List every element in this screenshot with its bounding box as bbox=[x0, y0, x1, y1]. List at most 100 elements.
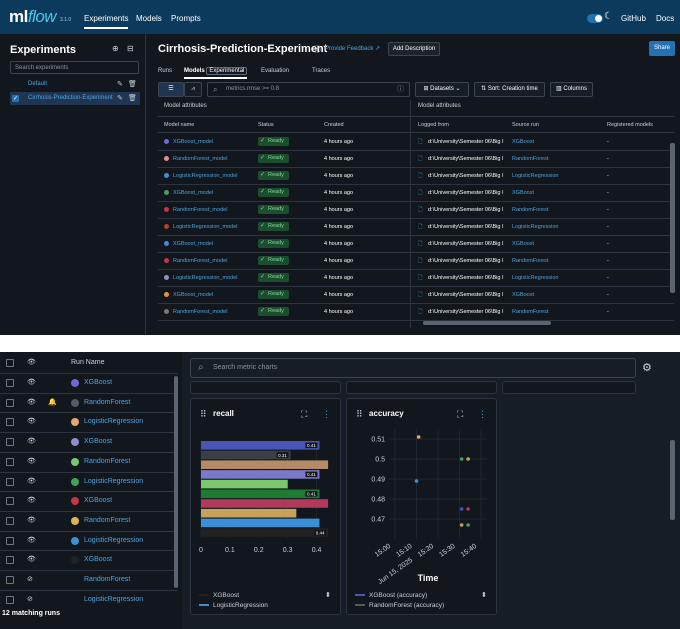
run-name-link[interactable]: XGBoost bbox=[84, 438, 113, 446]
trash-icon[interactable]: 🗑 bbox=[128, 95, 137, 102]
run-row[interactable]: 👁 LogisticRegression bbox=[0, 412, 178, 431]
accuracy-point[interactable] bbox=[466, 523, 470, 527]
source-run-link[interactable]: XGBoost bbox=[512, 190, 535, 196]
eye-icon[interactable]: 👁 bbox=[27, 359, 36, 366]
run-row[interactable]: 👁 LogisticRegression bbox=[0, 530, 178, 550]
model-name-link[interactable]: XGBoost_model bbox=[173, 190, 214, 196]
experiment-checkbox[interactable]: ✓ bbox=[12, 95, 19, 102]
col-status[interactable]: Status bbox=[258, 122, 274, 128]
run-checkbox[interactable] bbox=[6, 576, 14, 584]
select-all-checkbox[interactable] bbox=[6, 359, 14, 367]
run-name-link[interactable]: RandomForest bbox=[84, 457, 131, 465]
run-color-dot[interactable] bbox=[71, 516, 79, 525]
run-name-link[interactable]: LogisticRegression bbox=[84, 595, 144, 603]
more-options-icon[interactable]: ⋮ bbox=[322, 409, 331, 419]
source-run-link[interactable]: LogisticRegression bbox=[512, 275, 559, 281]
run-color-dot[interactable] bbox=[71, 477, 79, 486]
run-color-dot[interactable] bbox=[71, 457, 79, 466]
more-options-icon[interactable]: ⋮ bbox=[478, 409, 487, 419]
model-filter-input[interactable]: ⌕ metrics.rmse >= 0.8 ⓘ bbox=[207, 82, 410, 97]
eye-icon[interactable]: 👁 bbox=[27, 418, 36, 426]
list-view-button[interactable]: ☰ bbox=[158, 82, 184, 97]
legend-item[interactable]: LogisticRegression bbox=[199, 602, 268, 609]
model-name-link[interactable]: LogisticRegression_model bbox=[173, 224, 238, 230]
fullscreen-icon[interactable]: ⛶ bbox=[301, 409, 308, 419]
collapse-sidebar-icon[interactable]: ⊟ bbox=[127, 44, 134, 53]
tab-models[interactable]: Models Experimental bbox=[184, 67, 248, 79]
experiment-item-cirrhosis[interactable]: ✓ Cirrhosis-Prediction-Experiment ✎ 🗑 bbox=[10, 92, 140, 105]
run-name-header[interactable]: Run Name bbox=[71, 359, 105, 366]
run-checkbox[interactable] bbox=[6, 457, 14, 466]
eye-icon[interactable]: 👁 bbox=[27, 516, 36, 524]
nav-docs[interactable]: Docs bbox=[656, 14, 675, 23]
run-row[interactable]: 👁 XGBoost bbox=[0, 491, 178, 510]
nav-experiments[interactable]: Experiments bbox=[84, 14, 129, 29]
run-color-dot[interactable] bbox=[71, 497, 79, 506]
accuracy-point[interactable] bbox=[414, 479, 419, 483]
share-button[interactable]: Share bbox=[649, 41, 675, 56]
source-run-link[interactable]: XGBoost bbox=[512, 241, 535, 247]
run-color-dot[interactable] bbox=[71, 379, 79, 387]
run-name-link[interactable]: XGBoost bbox=[84, 556, 113, 564]
recall-bar[interactable] bbox=[201, 479, 288, 489]
eye-hidden-icon[interactable]: ⊘ bbox=[27, 576, 33, 583]
accuracy-point[interactable] bbox=[416, 435, 421, 439]
table-scrollbar[interactable] bbox=[670, 143, 675, 293]
drag-handle-icon[interactable]: ⠿ bbox=[356, 409, 363, 419]
accuracy-point[interactable] bbox=[466, 507, 470, 511]
recall-bar[interactable] bbox=[201, 489, 320, 499]
run-checkbox[interactable] bbox=[6, 536, 14, 545]
model-name-link[interactable]: LogisticRegression_model bbox=[173, 173, 238, 179]
pin-icon[interactable]: 🔔 bbox=[48, 398, 57, 406]
info-icon[interactable]: ⓘ bbox=[313, 45, 321, 54]
add-description-button[interactable]: Add Description bbox=[388, 42, 440, 56]
experiment-item-default[interactable]: Default bbox=[28, 81, 48, 87]
trash-icon[interactable]: 🗑 bbox=[128, 81, 137, 88]
eye-icon[interactable]: 👁 bbox=[27, 497, 36, 505]
source-run-link[interactable]: XGBoost bbox=[512, 139, 535, 145]
legend-item[interactable]: XGBoost (accuracy) bbox=[355, 592, 427, 599]
experiment-search-input[interactable]: Search experiments bbox=[10, 61, 139, 74]
eye-icon[interactable]: 👁 bbox=[27, 457, 36, 465]
col-logged-from[interactable]: Logged from bbox=[418, 122, 449, 128]
run-name-link[interactable]: LogisticRegression bbox=[84, 536, 144, 544]
model-name-link[interactable]: XGBoost_model bbox=[173, 292, 214, 298]
run-row[interactable]: 👁 RandomForest bbox=[0, 451, 178, 471]
model-name-link[interactable]: RandomForest_model bbox=[173, 156, 228, 162]
run-checkbox[interactable] bbox=[6, 516, 14, 525]
run-checkbox[interactable] bbox=[6, 398, 14, 407]
run-name-link[interactable]: LogisticRegression bbox=[84, 477, 144, 485]
run-color-dot[interactable] bbox=[71, 556, 79, 565]
run-row[interactable]: ⊘ LogisticRegression bbox=[0, 589, 178, 609]
run-name-link[interactable]: RandomForest bbox=[84, 398, 131, 406]
col-created[interactable]: Created bbox=[324, 122, 344, 128]
run-checkbox[interactable] bbox=[6, 438, 14, 447]
runs-scrollbar[interactable] bbox=[174, 376, 178, 588]
accuracy-point[interactable] bbox=[459, 457, 464, 461]
eye-hidden-icon[interactable]: ⊘ bbox=[27, 595, 33, 603]
run-name-link[interactable]: XGBoost bbox=[84, 379, 113, 386]
drag-handle-icon[interactable]: ⠿ bbox=[200, 409, 207, 419]
run-color-dot[interactable] bbox=[71, 398, 79, 407]
recall-bar[interactable] bbox=[201, 441, 320, 450]
recall-bar[interactable] bbox=[201, 508, 297, 518]
accuracy-point[interactable] bbox=[466, 457, 470, 461]
model-name-link[interactable]: XGBoost_model bbox=[173, 241, 214, 247]
nav-github[interactable]: GitHub bbox=[621, 14, 646, 23]
add-experiment-icon[interactable]: ⊕ bbox=[112, 44, 119, 53]
run-row[interactable]: 👁 XGBoost bbox=[0, 373, 178, 392]
model-name-link[interactable]: LogisticRegression_model bbox=[173, 275, 238, 281]
run-row[interactable]: 👁 XGBoost bbox=[0, 432, 178, 451]
run-row[interactable]: 👁 LogisticRegression bbox=[0, 471, 178, 491]
edit-icon[interactable]: ✎ bbox=[117, 81, 123, 88]
source-run-link[interactable]: LogisticRegression bbox=[512, 224, 559, 230]
eye-icon[interactable]: 👁 bbox=[27, 379, 36, 386]
run-color-dot[interactable] bbox=[71, 438, 79, 447]
run-checkbox[interactable] bbox=[6, 379, 14, 387]
mlflow-logo[interactable]: mlflow bbox=[9, 7, 57, 26]
run-name-link[interactable]: RandomForest bbox=[84, 576, 131, 583]
eye-icon[interactable]: 👁 bbox=[27, 438, 36, 446]
accuracy-point[interactable] bbox=[459, 523, 464, 527]
recall-bar[interactable] bbox=[201, 460, 329, 469]
settings-gear-icon[interactable]: ⚙ bbox=[642, 362, 652, 374]
